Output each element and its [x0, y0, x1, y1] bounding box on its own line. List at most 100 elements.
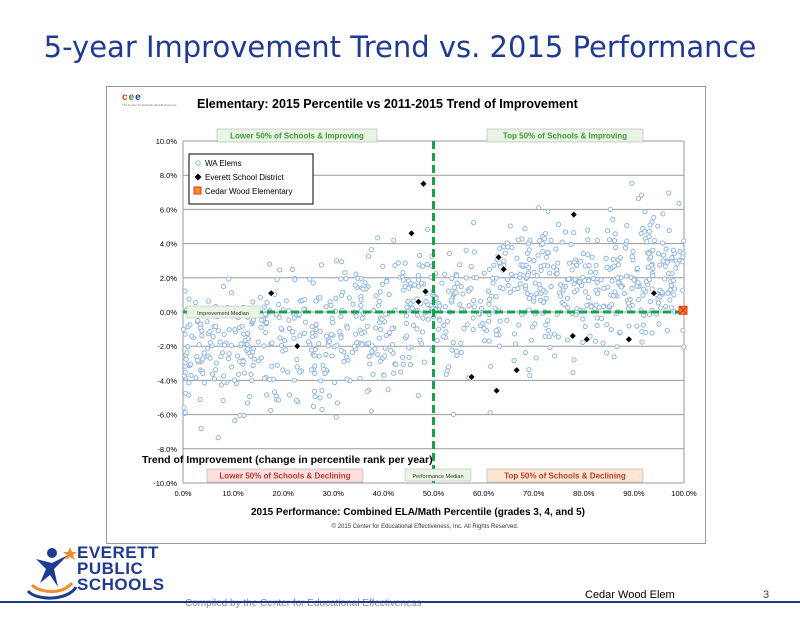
- wa-elem-point: [379, 316, 385, 322]
- improvement-median-label-box: [186, 305, 261, 319]
- wa-elem-point: [360, 286, 366, 292]
- wa-elem-point: [651, 238, 657, 244]
- wa-elem-point: [386, 291, 392, 298]
- wa-elem-point: [195, 357, 201, 363]
- wa-elem-point: [436, 326, 442, 332]
- wa-elem-point: [604, 322, 610, 328]
- wa-elem-point: [186, 380, 192, 386]
- wa-elem-point: [310, 280, 316, 286]
- wa-elem-point: [615, 275, 621, 281]
- wa-elem-point: [669, 255, 675, 261]
- wa-elem-point: [235, 371, 242, 377]
- wa-elem-point: [629, 253, 635, 260]
- wa-elem-point: [313, 326, 319, 332]
- wa-elem-point: [534, 273, 540, 279]
- x-tick-label: 10.0%: [222, 489, 244, 498]
- wa-elem-point: [555, 334, 561, 340]
- wa-elem-point: [621, 290, 627, 296]
- y-tick-label: 6.0%: [160, 205, 177, 214]
- wa-elem-point: [269, 363, 275, 369]
- wa-elem-point: [364, 323, 370, 329]
- wa-elem-point: [197, 396, 203, 403]
- wa-elem-point: [344, 354, 350, 360]
- wa-elem-point: [232, 326, 238, 333]
- quadrant-label-top-right: Top 50% of Schools & Improving: [503, 132, 627, 141]
- cedar-wood-point-x: [679, 306, 687, 315]
- wa-elem-point: [571, 259, 577, 265]
- footer-credit: Compiled by the Center for Educational E…: [185, 598, 422, 609]
- wa-elem-point: [537, 285, 543, 291]
- wa-elem-point: [670, 278, 676, 284]
- wa-elem-point: [221, 331, 227, 338]
- wa-elem-point: [181, 405, 187, 411]
- wa-elem-point: [513, 341, 519, 347]
- wa-elem-point: [594, 237, 600, 244]
- wa-elem-point: [662, 276, 668, 282]
- wa-elem-point: [317, 328, 323, 334]
- wa-elem-point: [680, 254, 686, 260]
- wa-elem-point: [192, 300, 199, 306]
- district-point: [512, 365, 521, 375]
- wa-elem-point: [665, 290, 671, 296]
- wa-elem-point: [650, 247, 656, 253]
- district-point: [467, 372, 476, 382]
- wa-elem-point: [337, 329, 343, 335]
- wa-elem-point: [312, 394, 318, 400]
- wa-elem-point: [294, 356, 300, 363]
- wa-elem-point: [557, 293, 564, 299]
- wa-elem-point: [443, 329, 449, 335]
- wa-elem-point: [662, 263, 668, 269]
- wa-elem-point: [201, 380, 207, 386]
- wa-elem-point: [323, 304, 329, 310]
- wa-elem-point: [250, 299, 256, 305]
- wa-elem-point: [505, 282, 511, 289]
- wa-elem-point: [215, 435, 221, 441]
- wa-elem-point: [425, 316, 431, 322]
- wa-elem-point: [585, 252, 591, 258]
- wa-elem-point: [454, 349, 460, 355]
- wa-elem-point: [276, 314, 282, 320]
- wa-elem-point: [244, 400, 251, 406]
- wa-elem-point: [493, 327, 499, 334]
- wa-elem-point: [241, 412, 247, 418]
- wa-elem-point: [609, 278, 615, 284]
- quadrant-label-bottom-right-box: [486, 468, 644, 483]
- wa-elem-point: [206, 298, 212, 304]
- wa-elem-point: [321, 366, 327, 372]
- wa-elem-point: [581, 278, 588, 284]
- wa-elem-point: [319, 406, 325, 413]
- wa-elem-point: [311, 388, 318, 394]
- wa-elem-point: [482, 337, 488, 344]
- wa-elem-point: [263, 329, 269, 336]
- wa-elem-point: [525, 241, 531, 247]
- wa-elem-point: [493, 294, 499, 300]
- wa-elem-point: [505, 244, 511, 250]
- wa-elem-point: [470, 326, 476, 333]
- wa-elem-point: [504, 277, 510, 283]
- wa-elem-point: [640, 286, 647, 292]
- wa-elem-point: [193, 375, 199, 381]
- x-tick-label: 40.0%: [373, 489, 395, 498]
- wa-elem-point: [492, 305, 498, 311]
- wa-elem-point: [624, 238, 630, 244]
- wa-elem-point: [639, 328, 645, 335]
- wa-elem-point: [649, 330, 655, 336]
- wa-elem-point: [365, 253, 372, 259]
- wa-elem-point: [398, 369, 404, 375]
- wa-elem-point: [271, 389, 278, 395]
- wa-elem-point: [589, 254, 595, 260]
- eps-logo-line-1: EVERETT: [77, 543, 159, 562]
- wa-elem-point: [666, 190, 672, 196]
- wa-elem-point: [248, 353, 254, 359]
- wa-elem-point: [291, 377, 298, 383]
- wa-elem-point: [375, 352, 381, 358]
- wa-elem-point: [511, 357, 517, 364]
- wa-elem-point: [375, 303, 382, 309]
- performance-median-label: Performance Median: [412, 474, 463, 480]
- wa-elem-point: [522, 226, 528, 232]
- wa-elem-point: [515, 285, 521, 292]
- wa-elem-point: [283, 347, 289, 353]
- wa-elem-point: [594, 315, 600, 321]
- wa-elem-point: [646, 311, 653, 318]
- wa-elem-point: [507, 289, 513, 295]
